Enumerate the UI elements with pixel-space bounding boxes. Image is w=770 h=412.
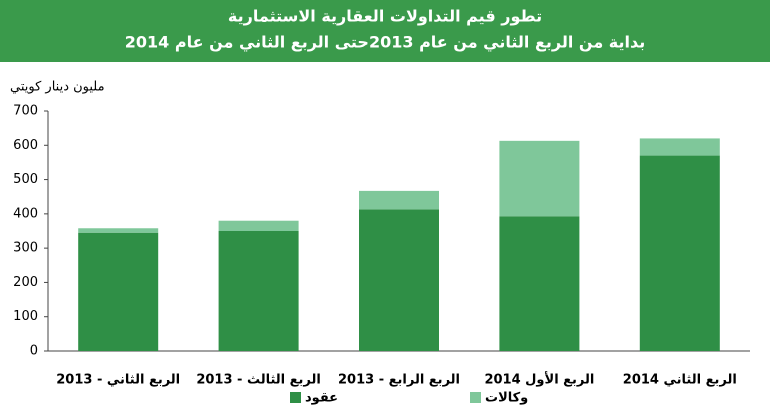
bar-segment	[499, 140, 580, 217]
y-tick-label: 0	[30, 344, 38, 359]
bar-segment	[359, 190, 439, 210]
y-tick-label: 700	[13, 104, 38, 119]
title-banner	[0, 0, 770, 62]
x-tick-label: الربع الثالث - 2013	[196, 373, 321, 388]
legend-label: وكالات	[485, 391, 528, 406]
y-tick-label: 400	[13, 206, 38, 221]
bar-segment	[359, 209, 439, 351]
chart-subtitle: بداية من الربع الثاني من عام 2013حتى الر…	[125, 33, 646, 53]
x-tick-label: الربع الثاني 2014	[623, 373, 737, 388]
x-tick-label: الربع الثاني - 2013	[56, 373, 180, 388]
bar-segment	[499, 216, 580, 351]
bar-segment	[78, 228, 159, 233]
legend-label: عقود	[305, 391, 338, 406]
x-tick-label: الربع الرابع - 2013	[338, 373, 460, 388]
bar-segment	[218, 231, 299, 351]
legend-swatch	[290, 392, 301, 403]
bar-segment	[639, 155, 720, 351]
y-tick-label: 600	[13, 138, 38, 153]
y-tick-label: 100	[13, 309, 38, 324]
bar-segment	[639, 138, 720, 156]
legend-swatch	[470, 392, 481, 403]
y-axis-label: مليون دينار كويتي	[10, 80, 105, 95]
bar-segment	[78, 232, 159, 351]
y-tick-label: 200	[13, 275, 38, 290]
x-tick-label: الربع الأول 2014	[484, 371, 594, 388]
y-tick-label: 500	[13, 172, 38, 187]
y-tick-label: 300	[13, 241, 38, 256]
bar-segment	[218, 220, 299, 231]
chart-title: تطور قيم التداولات العقارية الاستثمارية	[228, 7, 542, 26]
